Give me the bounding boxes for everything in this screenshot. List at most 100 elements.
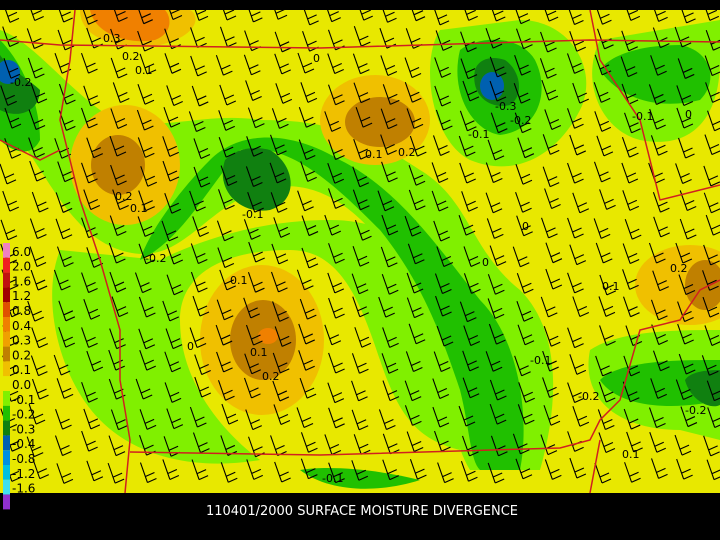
colorbar-swatch (3, 257, 10, 273)
wind-barb (675, 379, 693, 401)
wind-barb (566, 53, 584, 74)
wind-barb (327, 382, 345, 404)
wind-barb (53, 354, 71, 376)
wind-barb (593, 218, 611, 239)
wind-barb (166, 243, 184, 265)
wind-barb (243, 297, 260, 319)
wind-barb (2, 190, 19, 212)
wind-barb (462, 377, 480, 399)
border (59, 9, 131, 494)
wind-barb (377, 190, 395, 212)
wind-barb (677, 58, 695, 79)
wind-barb (624, 218, 642, 240)
contour-label: 0.2 (262, 370, 280, 383)
wind-barb (567, 382, 584, 404)
colorbar-label: -1.6 (12, 482, 35, 496)
wind-barb (26, 28, 44, 49)
wind-barb (594, 4, 612, 25)
wind-barb (485, 162, 503, 184)
wind-barb (514, 112, 532, 134)
wind-barb (569, 244, 587, 266)
wind-barb (217, 380, 235, 401)
wind-barb (30, 82, 48, 104)
wind-barb (622, 243, 640, 265)
wind-barb (297, 190, 314, 212)
wind-barb (299, 377, 317, 399)
wind-barb (58, 326, 75, 348)
wind-barb (0, 85, 17, 106)
wind-barb (513, 3, 531, 25)
colorbar-swatch (3, 391, 10, 406)
wind-barb (381, 353, 399, 374)
wind-barb (273, 217, 291, 238)
wind-barb (459, 301, 477, 323)
wind-barb (515, 458, 533, 480)
wind-barb (518, 382, 535, 403)
wind-barb (4, 107, 22, 129)
wind-barb (378, 296, 395, 318)
colorbar-swatch (3, 405, 10, 421)
wind-barb (676, 107, 694, 129)
wind-barb (408, 323, 426, 345)
wind-barb (190, 271, 208, 293)
colorbar-label: 0.1 (12, 363, 31, 377)
wind-barb (83, 299, 101, 320)
wind-barb (220, 462, 238, 483)
wind-barb (271, 243, 289, 265)
wind-barb (139, 349, 156, 371)
wind-barb (219, 0, 237, 21)
wind-barb (328, 352, 345, 374)
wind-barb (353, 139, 370, 160)
border (589, 439, 601, 494)
wind-barb (461, 191, 478, 212)
colorbar-swatch (3, 361, 10, 377)
wind-barb (30, 355, 48, 377)
wind-barb (215, 324, 233, 346)
wind-barb (595, 355, 612, 377)
wind-barb (112, 82, 130, 103)
contour-label: 0.1 (622, 448, 640, 461)
wind-barb (674, 26, 692, 48)
wind-barb (599, 325, 616, 346)
wind-barb (137, 30, 154, 52)
wind-barb (572, 192, 590, 214)
wind-barb (622, 269, 639, 290)
colorbar-label: -0.2 (12, 408, 35, 422)
wind-barb (243, 377, 261, 399)
wind-barb (28, 137, 45, 159)
wind-barb (354, 220, 372, 241)
region (345, 97, 415, 147)
wind-barb (188, 111, 206, 132)
wind-barb (512, 246, 530, 268)
wind-barb (623, 0, 641, 21)
region (600, 45, 711, 104)
wind-barb (381, 274, 399, 295)
wind-barb (703, 165, 720, 187)
wind-barb (409, 459, 427, 480)
wind-barb (29, 246, 47, 268)
wind-barb (274, 326, 292, 347)
wind-barb (622, 190, 640, 211)
wind-barb (274, 53, 291, 75)
wind-barb (274, 461, 291, 483)
wind-barb (192, 216, 209, 237)
wind-barb (272, 380, 290, 402)
wind-barb (218, 110, 235, 131)
wind-barb (676, 85, 694, 106)
wind-barb (110, 409, 128, 431)
wind-barb (567, 162, 584, 184)
wind-barb (299, 298, 317, 320)
wind-barb (107, 462, 125, 484)
wind-barb (300, 82, 318, 103)
wind-barb (489, 80, 507, 102)
wind-barb (405, 351, 423, 372)
wind-barb (599, 189, 616, 210)
wind-barb (246, 459, 264, 480)
wind-barb (621, 136, 639, 158)
wind-barb (461, 0, 478, 21)
wind-barb (404, 215, 422, 237)
wind-barb (463, 246, 481, 267)
wind-barb (490, 112, 508, 134)
wind-barb (162, 459, 180, 480)
wind-barb (407, 243, 425, 265)
